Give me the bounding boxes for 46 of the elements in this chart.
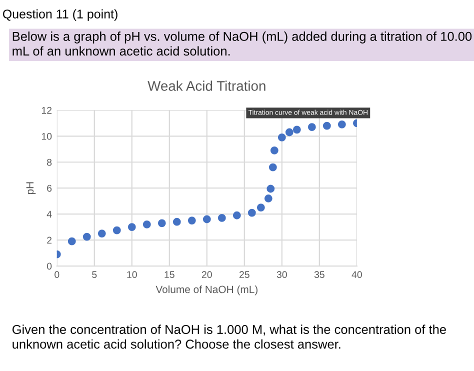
x-tick-label: 15 <box>164 271 174 278</box>
text: Below is a graph of pH vs. volume of NaOH (mL) added during a titration of 10.00 mL of an unknown acetic acid solution. <box>12 32 472 56</box>
y-tick-label: 4 <box>46 210 52 218</box>
point <box>98 230 106 238</box>
point <box>266 184 275 193</box>
x-tick-label: 5 <box>92 271 97 278</box>
point <box>278 134 286 142</box>
point <box>82 232 91 241</box>
x-tick-label: 25 <box>239 271 250 278</box>
point <box>268 163 277 172</box>
x-tick-label: 20 <box>202 271 212 278</box>
point <box>338 120 346 128</box>
x-tick-label: 0 <box>54 271 60 278</box>
point <box>142 220 151 228</box>
y-tick-label: 10 <box>42 132 52 140</box>
chart-title: Weak Acid Titration <box>148 80 266 91</box>
y-tick-label: 6 <box>47 184 52 192</box>
y-tick-label: 8 <box>47 158 52 166</box>
point <box>256 204 265 212</box>
point <box>308 123 316 132</box>
point <box>128 223 136 232</box>
point <box>68 237 76 246</box>
point <box>172 218 181 226</box>
text: Given the concentration of NaOH is 1.000 M, what is the concentration of the unknown acetic acid solution? Choose the closest answer. <box>12 324 446 349</box>
point <box>292 126 301 134</box>
point <box>248 208 256 217</box>
point <box>188 216 196 225</box>
x-axis-title: Volume of NaOH (mL) <box>156 285 258 296</box>
point <box>264 194 272 202</box>
point <box>202 215 211 224</box>
x-tick-label: 40 <box>352 271 362 278</box>
point <box>270 146 278 154</box>
point <box>232 211 241 220</box>
y-tick-label: 0 <box>46 262 52 270</box>
point <box>112 226 121 234</box>
point <box>285 128 294 136</box>
text: Question 11 (1 point) <box>2 9 118 21</box>
x-tick-label: 10 <box>127 271 137 278</box>
x-tick-label: 30 <box>276 271 287 278</box>
y-axis-title: pH <box>26 182 36 194</box>
point <box>322 122 331 130</box>
y-tick-label: 2 <box>47 236 52 244</box>
point <box>218 214 226 222</box>
point <box>158 219 166 228</box>
y-tick-label: 12 <box>42 106 52 114</box>
x-tick-label: 35 <box>314 271 324 278</box>
